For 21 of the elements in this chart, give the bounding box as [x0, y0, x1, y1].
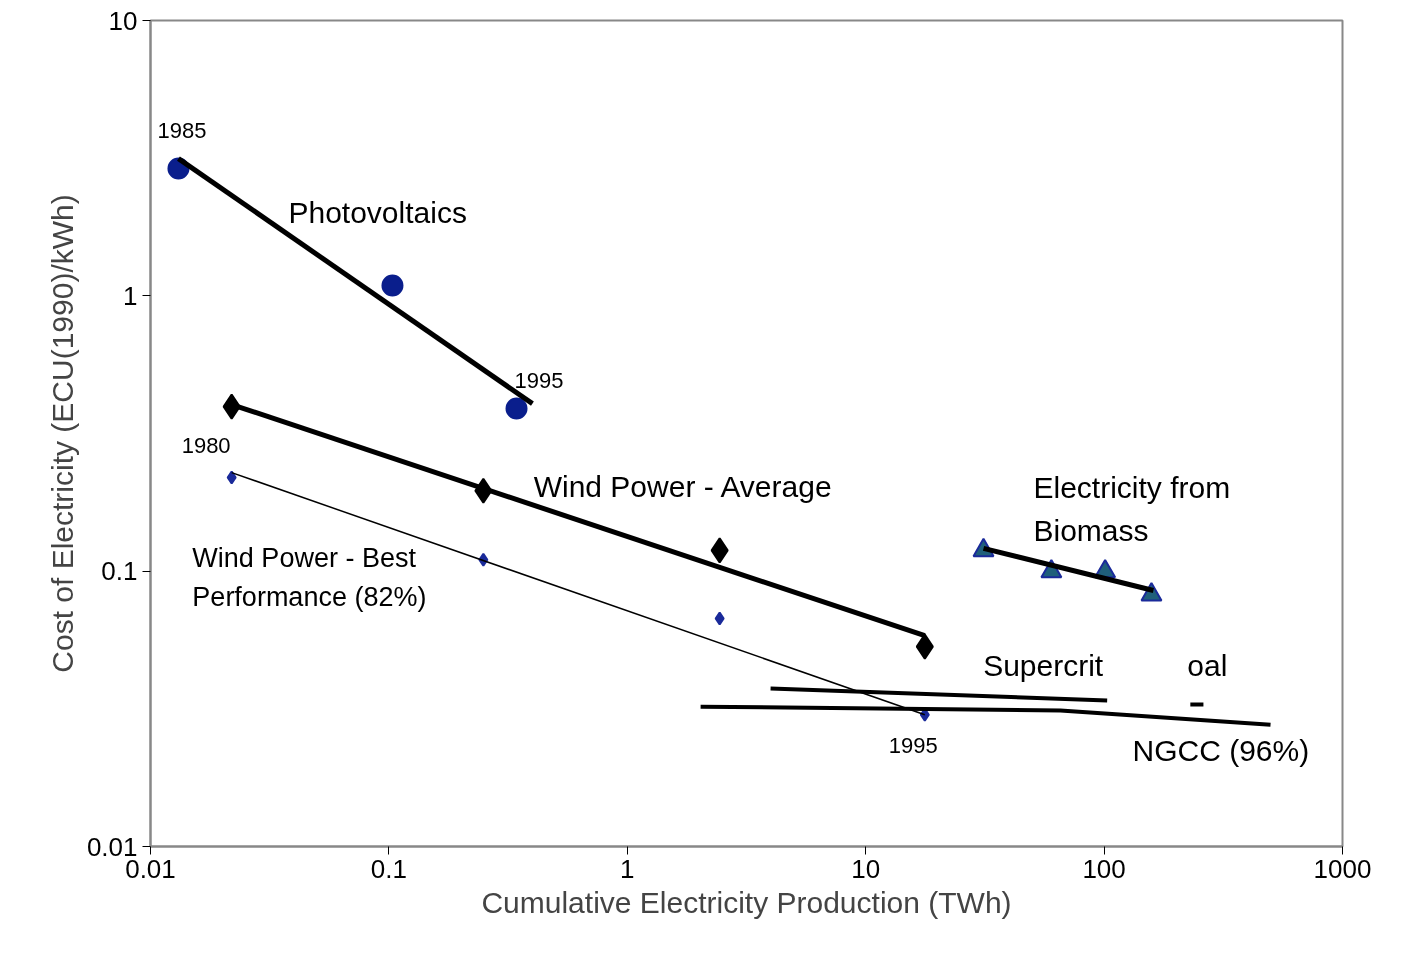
- x-tick-label: 1000: [1313, 853, 1372, 884]
- annotation: 1995: [514, 367, 564, 393]
- annotation: Wind Power - Best Performance (82%): [192, 543, 427, 613]
- annotation: Wind Power - Average: [533, 469, 832, 503]
- annotation: Electricity from Biomass: [1033, 471, 1231, 548]
- annotation: 1985: [157, 118, 207, 144]
- y-tick-label: 0.1: [101, 556, 138, 587]
- y-tick-label: 1: [123, 280, 138, 311]
- annotation: 1980: [181, 432, 231, 458]
- annotation: oal: [1187, 648, 1228, 682]
- y-axis-title: Cost of Electricity (ECU(1990)/kWh): [45, 194, 79, 673]
- x-tick-label: 100: [1082, 853, 1126, 884]
- annotation: Photovoltaics: [288, 196, 467, 230]
- x-tick-label: 10: [851, 853, 881, 884]
- annotation: Supercrit: [983, 649, 1104, 683]
- annotation: 1995: [888, 733, 938, 759]
- x-tick-label: 1: [620, 853, 635, 884]
- annotation: NGCC (96%): [1132, 734, 1310, 768]
- y-tick-label: 10: [108, 5, 138, 36]
- x-tick-label: 0.1: [370, 853, 407, 884]
- x-axis-title: Cumulative Electricity Production (TWh): [481, 885, 1012, 919]
